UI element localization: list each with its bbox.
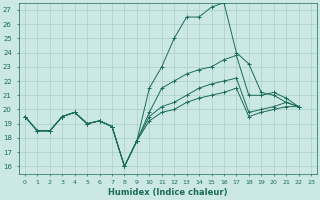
X-axis label: Humidex (Indice chaleur): Humidex (Indice chaleur) <box>108 188 228 197</box>
